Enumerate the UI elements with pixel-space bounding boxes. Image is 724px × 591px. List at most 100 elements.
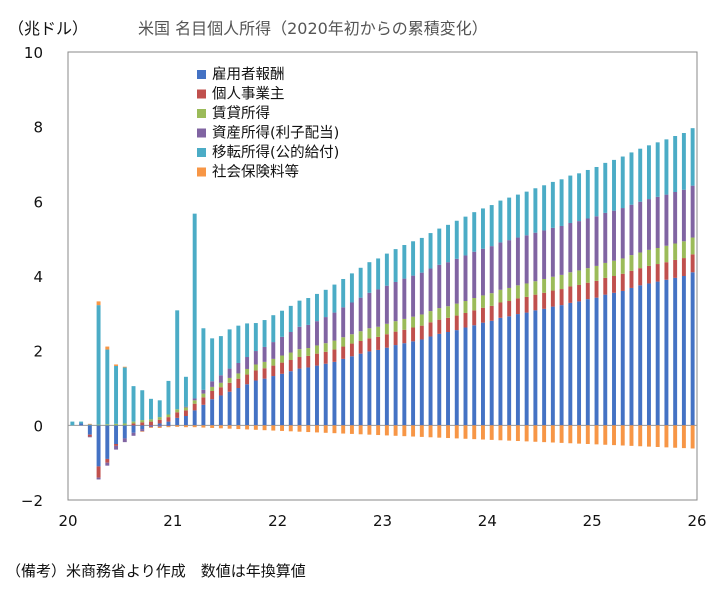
bar-segment <box>280 373 285 426</box>
bar-segment <box>87 423 92 425</box>
bar-segment <box>384 253 389 286</box>
bar-segment <box>157 417 162 420</box>
bar-segment <box>149 398 153 420</box>
bar-segment <box>105 349 110 425</box>
y-tick-label: 10 <box>24 44 43 62</box>
bar-segment <box>271 365 276 377</box>
x-tick-label: 20 <box>58 512 77 530</box>
bar-segment <box>673 136 678 192</box>
x-tick-label: 25 <box>583 512 602 530</box>
bar-segment <box>131 423 136 426</box>
bar-segment <box>568 302 573 426</box>
bar-segment <box>681 133 686 190</box>
bar-segment <box>175 417 180 426</box>
bar-segment <box>140 429 145 432</box>
bar-segment <box>550 227 555 277</box>
bar-segment <box>323 351 328 364</box>
bar-segment <box>498 302 503 318</box>
bar-segment <box>280 425 285 431</box>
bar-segment <box>306 355 311 368</box>
bar-segment <box>463 425 468 439</box>
bar-segment <box>218 387 223 396</box>
bar-segment <box>323 289 328 318</box>
bar-segment <box>280 355 285 363</box>
legend-entry: 賃貸所得 <box>212 105 270 122</box>
bar-segment <box>446 262 450 307</box>
bar-segment <box>227 377 232 383</box>
bar-segment <box>253 351 258 365</box>
bar-segment <box>577 270 582 285</box>
bar-segment <box>341 337 346 347</box>
bar-segment <box>585 169 590 219</box>
bar-segment <box>507 287 512 302</box>
bar-segment <box>498 425 503 441</box>
bar-segment <box>376 336 381 350</box>
bar-segment <box>437 264 442 309</box>
bar-segment <box>288 371 293 426</box>
bar-segment <box>524 283 529 297</box>
bar-segment <box>367 351 372 426</box>
bar-segment <box>358 353 363 426</box>
bar-segment <box>358 425 363 435</box>
bar-segment <box>70 421 75 426</box>
bar-segment <box>288 360 293 372</box>
bar-segment <box>262 368 267 379</box>
legend-swatch <box>197 167 206 177</box>
bar-segment <box>681 258 686 276</box>
bar-segment <box>638 201 643 253</box>
bar-segment <box>664 194 669 246</box>
bar-segment <box>210 381 215 387</box>
x-tick-label: 23 <box>373 512 392 530</box>
legend-swatch <box>197 109 206 118</box>
bar-segment <box>612 260 616 276</box>
bar-segment <box>498 200 503 243</box>
y-axis: −2 0 2 4 6 8 10 <box>21 44 43 510</box>
bar-segment <box>288 332 293 353</box>
bar-segment <box>498 289 503 303</box>
bar-segment <box>149 419 153 422</box>
bar-segment <box>157 400 162 418</box>
bar-segment <box>463 301 468 313</box>
bar-segment <box>149 427 153 428</box>
bar-segment <box>629 425 634 446</box>
bar-segment <box>183 407 188 411</box>
bar-segment <box>288 352 293 360</box>
x-tick-label: 21 <box>163 512 182 530</box>
bar-segment <box>472 310 477 326</box>
bar-segment <box>515 425 520 442</box>
bar-segment <box>585 268 590 283</box>
bar-segment <box>681 276 686 426</box>
bar-segment <box>568 286 573 303</box>
bar-segment <box>472 325 477 426</box>
bar-segment <box>446 425 450 439</box>
bar-segment <box>472 251 477 299</box>
bar-segment <box>105 425 110 459</box>
bar-segment <box>498 317 503 426</box>
bar-segment <box>183 376 188 407</box>
bar-segment <box>245 374 250 385</box>
bar-segment <box>280 336 285 356</box>
bar-segment <box>515 298 520 315</box>
legend-swatch <box>197 89 206 99</box>
bar-segment <box>227 329 232 369</box>
bar-segment <box>280 362 285 374</box>
bar-segment <box>489 293 494 306</box>
bar-segment <box>227 425 232 429</box>
bar-segment <box>384 425 389 436</box>
bar-segment <box>297 368 302 426</box>
bar-segment <box>306 324 311 349</box>
bar-segment <box>245 368 250 375</box>
bar-segment <box>306 348 311 356</box>
bar-segment <box>105 458 110 463</box>
bar-segment <box>122 367 127 424</box>
bar-segment <box>201 397 206 405</box>
bar-segment <box>96 425 101 467</box>
bar-segment <box>201 404 206 426</box>
bar-segment <box>192 398 197 401</box>
bar-segment <box>192 213 197 399</box>
bar-segment <box>175 412 180 418</box>
bar-segment <box>384 285 389 324</box>
bar-segment <box>577 301 582 426</box>
bar-segment <box>87 434 92 437</box>
bar-segment <box>323 363 328 426</box>
